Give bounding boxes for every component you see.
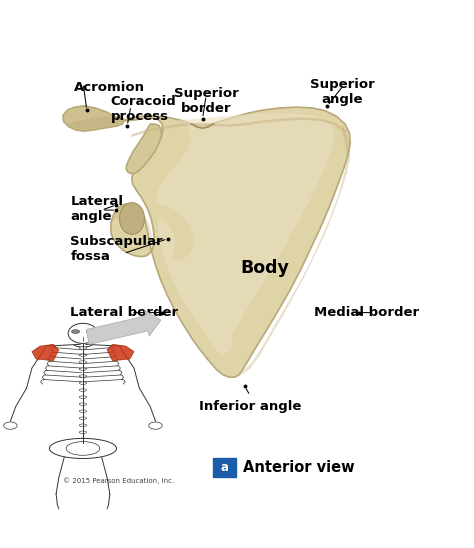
Polygon shape — [63, 106, 124, 131]
Polygon shape — [64, 116, 124, 129]
Polygon shape — [235, 125, 350, 377]
Ellipse shape — [79, 389, 87, 391]
Ellipse shape — [79, 424, 87, 426]
Ellipse shape — [79, 353, 87, 356]
Polygon shape — [111, 204, 152, 252]
Polygon shape — [156, 113, 335, 355]
Text: Anterior view: Anterior view — [243, 460, 355, 475]
Text: Acromion: Acromion — [74, 81, 145, 94]
Ellipse shape — [86, 330, 94, 333]
FancyBboxPatch shape — [213, 458, 236, 477]
Ellipse shape — [68, 323, 98, 344]
Polygon shape — [126, 124, 161, 173]
Text: Medial border: Medial border — [314, 306, 419, 319]
Ellipse shape — [49, 438, 117, 459]
Text: Body: Body — [240, 259, 290, 277]
Ellipse shape — [79, 375, 87, 378]
Ellipse shape — [79, 403, 87, 406]
Ellipse shape — [79, 361, 87, 363]
Ellipse shape — [79, 396, 87, 398]
Ellipse shape — [79, 410, 87, 413]
FancyArrow shape — [86, 310, 161, 345]
Text: Lateral border: Lateral border — [70, 306, 178, 319]
Text: a: a — [220, 461, 228, 474]
Ellipse shape — [79, 438, 87, 441]
Text: Inferior angle: Inferior angle — [199, 400, 301, 413]
Ellipse shape — [72, 330, 80, 333]
Ellipse shape — [4, 422, 17, 429]
Text: Coracoid
process: Coracoid process — [110, 95, 176, 123]
Ellipse shape — [149, 422, 162, 429]
Ellipse shape — [66, 442, 100, 455]
Ellipse shape — [119, 203, 145, 235]
Ellipse shape — [79, 431, 87, 433]
Text: Lateral
angle: Lateral angle — [70, 195, 123, 223]
Ellipse shape — [79, 347, 87, 349]
Polygon shape — [107, 344, 134, 361]
Polygon shape — [110, 107, 350, 377]
Text: © 2015 Pearson Education, Inc.: © 2015 Pearson Education, Inc. — [63, 478, 174, 484]
Text: Subscapular
fossa: Subscapular fossa — [70, 235, 163, 263]
Ellipse shape — [79, 382, 87, 384]
Text: Superior
angle: Superior angle — [310, 78, 374, 106]
Ellipse shape — [79, 368, 87, 370]
Text: Superior
border: Superior border — [174, 87, 238, 115]
Ellipse shape — [79, 417, 87, 420]
Polygon shape — [32, 344, 59, 361]
